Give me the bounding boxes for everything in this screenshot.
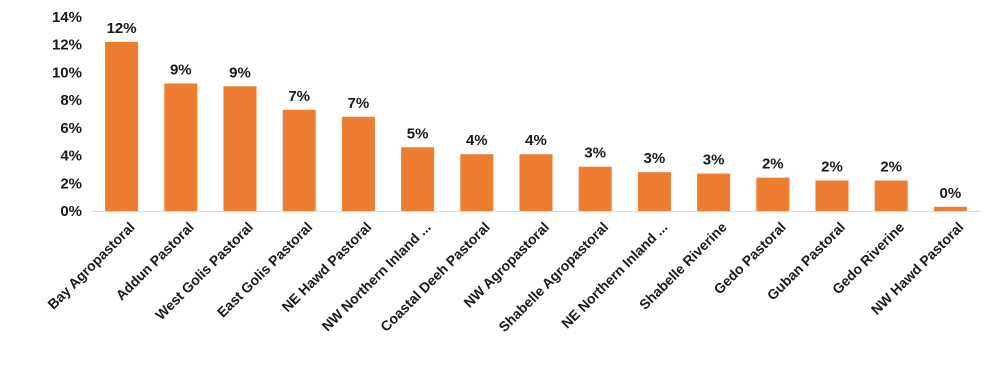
bar (164, 83, 198, 211)
y-tick-label: 10% (52, 64, 82, 81)
bar (223, 86, 257, 211)
data-label: 3% (644, 150, 666, 167)
y-tick-label: 0% (60, 203, 82, 220)
category-label: Coastal Deeh Pastoral (377, 219, 493, 335)
bar (460, 154, 494, 211)
bar (697, 173, 731, 211)
bar (578, 166, 612, 211)
y-tick-label: 8% (60, 92, 82, 109)
bar (401, 147, 435, 211)
data-label: 4% (466, 132, 488, 149)
data-label: 2% (762, 156, 784, 173)
y-tick-label: 4% (60, 148, 82, 165)
bar (815, 180, 849, 211)
y-axis: 0% 2% 4% 6% 8% 10% 12% 14% (52, 9, 82, 220)
data-label: 9% (229, 64, 251, 81)
y-tick-label: 6% (60, 120, 82, 137)
bar (519, 154, 553, 211)
category-label: West Golis Pastoral (152, 219, 256, 323)
data-label: 4% (525, 132, 547, 149)
bar (637, 172, 671, 211)
data-label: 7% (288, 88, 310, 105)
data-label: 7% (348, 95, 370, 112)
bar (341, 116, 375, 211)
bar (105, 41, 139, 212)
data-label: 2% (821, 159, 843, 176)
bar (282, 109, 316, 211)
bar (933, 206, 967, 211)
data-label: 5% (407, 125, 429, 142)
bars (105, 41, 967, 212)
y-tick-label: 12% (52, 37, 82, 54)
data-label: 12% (107, 20, 137, 37)
bar (756, 177, 790, 211)
category-label: NW Northern Inland ... (318, 219, 433, 334)
category-label: NE Northern Inland ... (558, 219, 671, 332)
data-label: 9% (170, 62, 192, 79)
data-label: 3% (703, 152, 725, 169)
data-label: 0% (940, 185, 962, 202)
data-label: 2% (880, 159, 902, 176)
data-label: 3% (584, 145, 606, 162)
category-label: Shabelle Agropastoral (495, 219, 611, 335)
data-labels: 12% 9% 9% 7% 7% 5% 4% 4% 3% 3% 3% 2% 2% 2% 0% (107, 20, 962, 202)
y-tick-label: 2% (60, 175, 82, 192)
bar (874, 180, 908, 211)
y-tick-label: 14% (52, 9, 82, 26)
